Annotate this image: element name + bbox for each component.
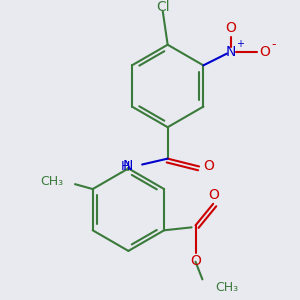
Text: O: O (190, 254, 201, 268)
Text: -: - (272, 38, 276, 51)
Text: CH₃: CH₃ (40, 175, 63, 188)
Text: N: N (123, 160, 133, 173)
Text: CH₃: CH₃ (215, 281, 238, 294)
Text: O: O (203, 160, 214, 173)
Text: H: H (121, 160, 130, 173)
Text: O: O (209, 188, 220, 202)
Text: Cl: Cl (156, 0, 169, 14)
Text: O: O (225, 21, 236, 35)
Text: O: O (259, 45, 270, 58)
Text: N: N (226, 45, 236, 58)
Text: +: + (236, 39, 244, 49)
